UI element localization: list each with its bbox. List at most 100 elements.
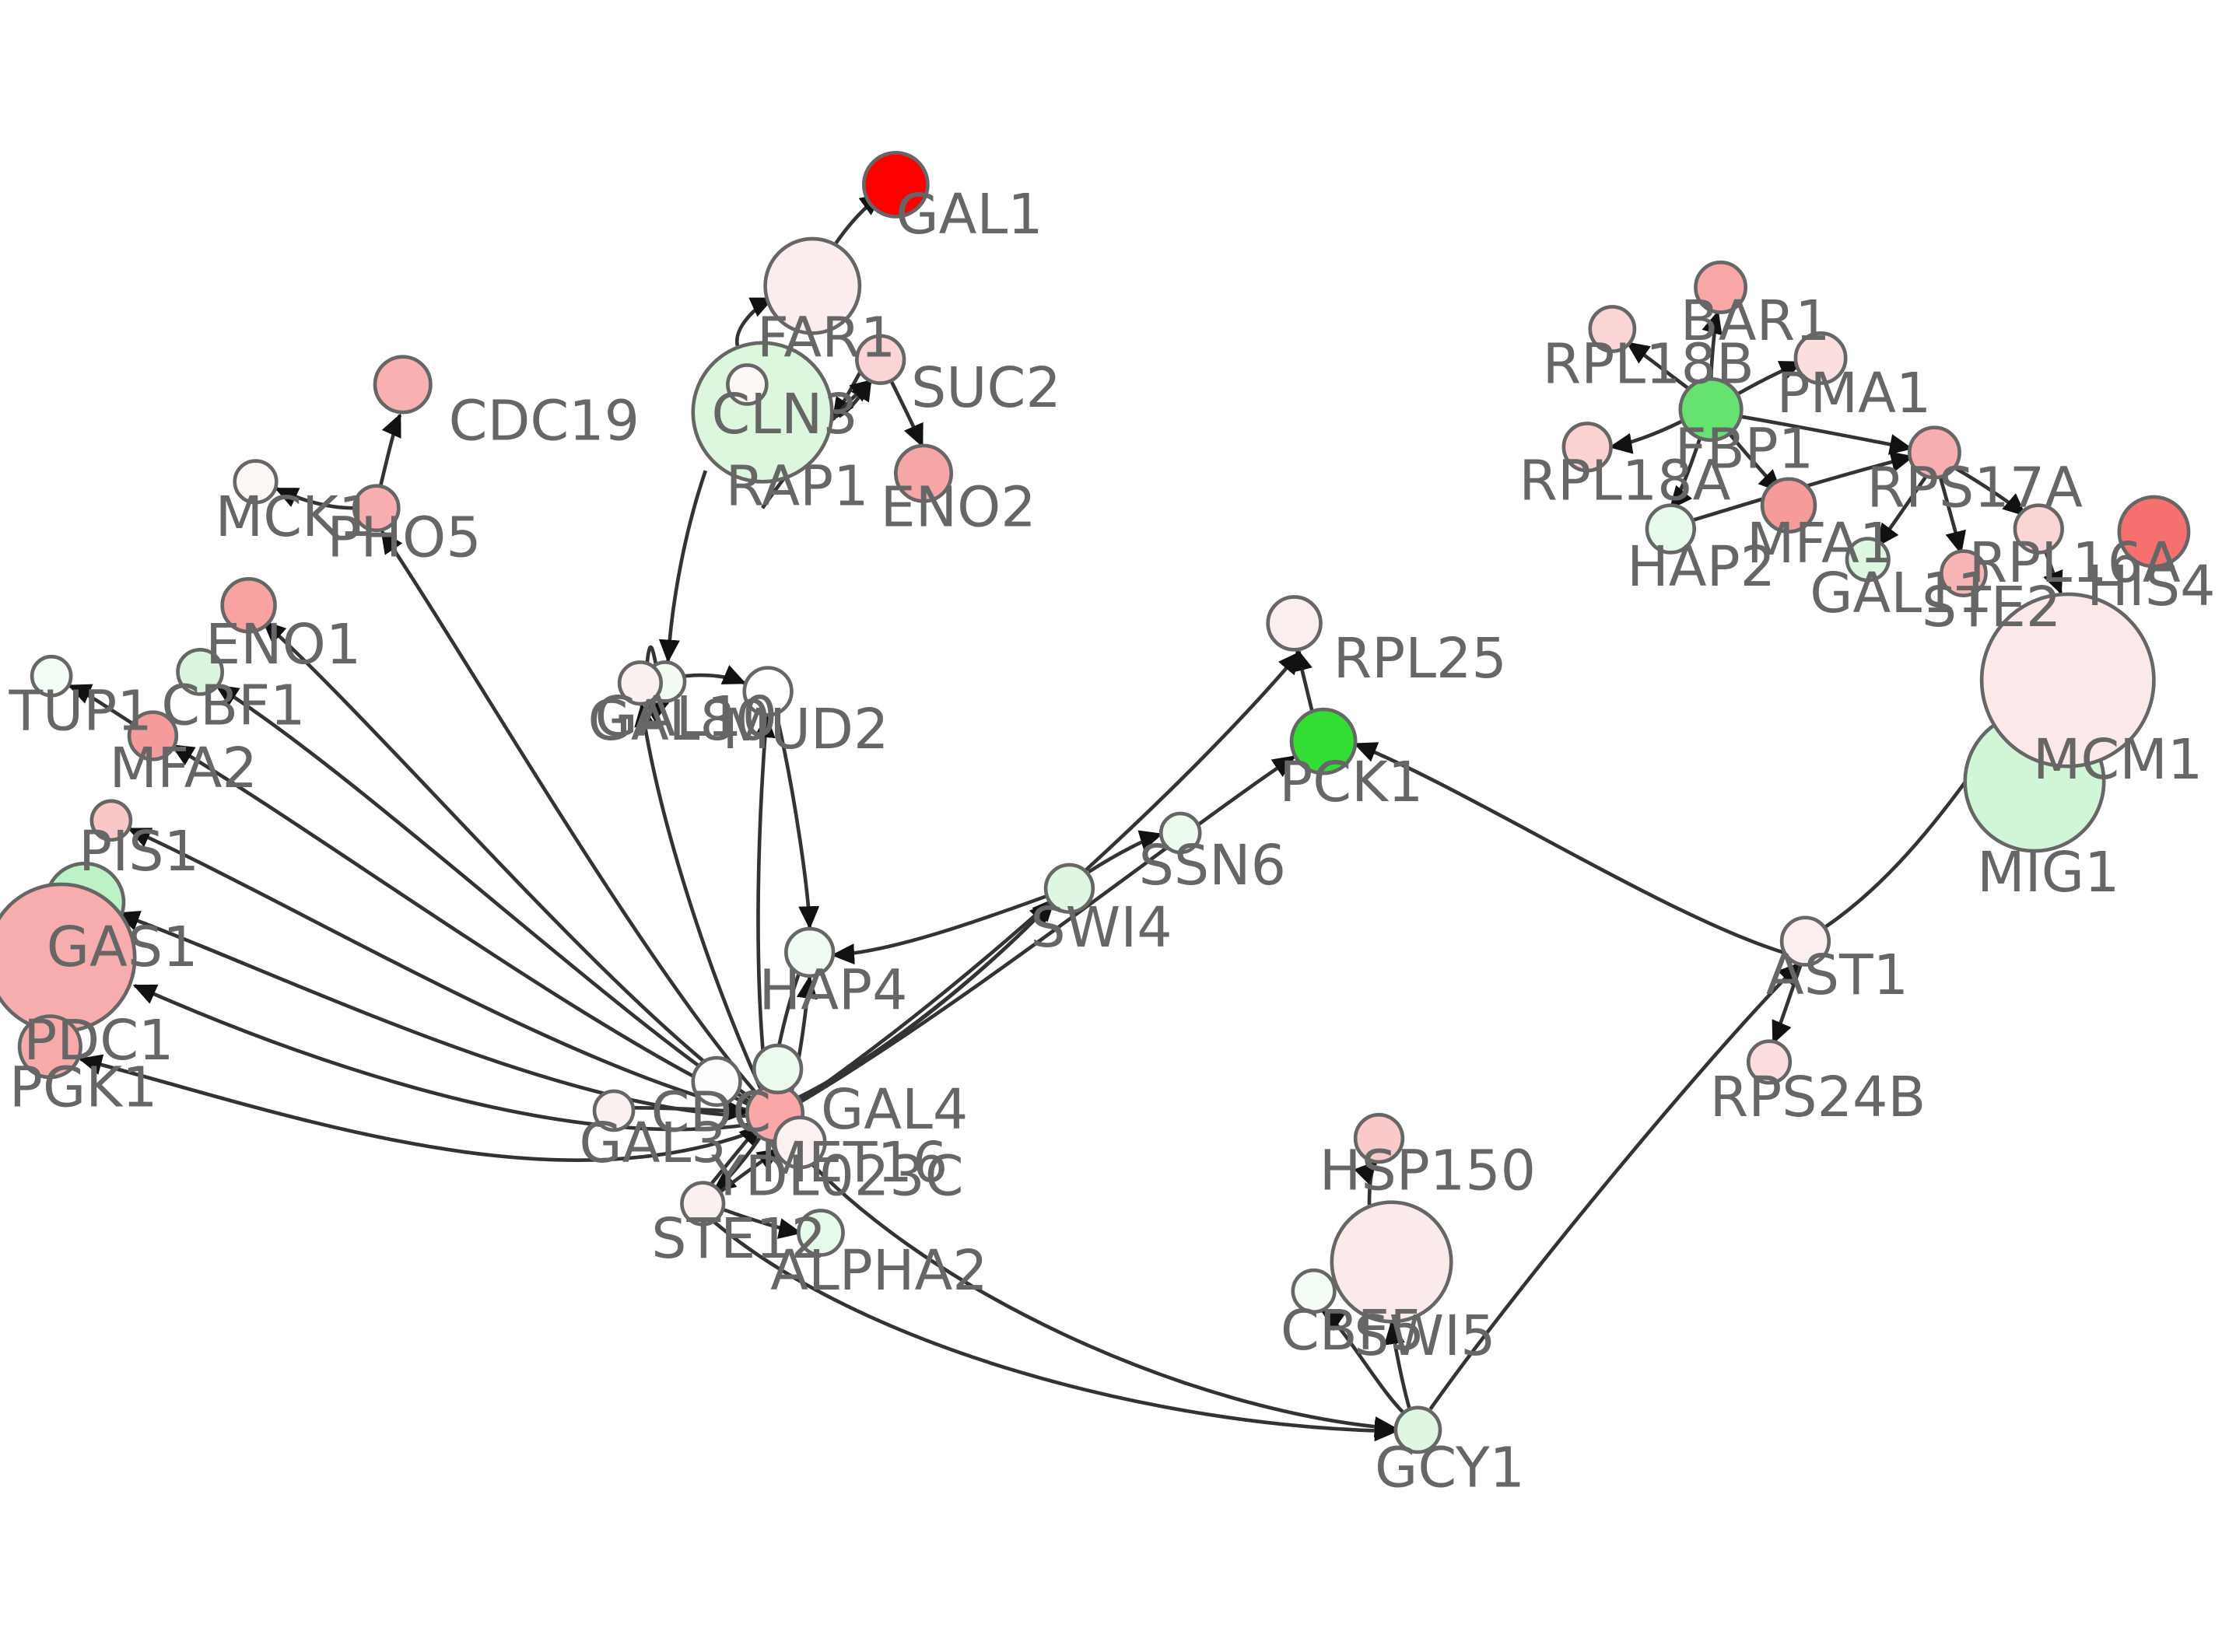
edge-FBP1-to-RPS17A bbox=[1740, 415, 1913, 455]
gene-node-mcm1[interactable] bbox=[1979, 592, 2156, 768]
gene-node-rps17a[interactable] bbox=[1907, 425, 1961, 480]
edge-SUC2-to-ENO2 bbox=[889, 380, 924, 448]
gene-node-ydl023c[interactable] bbox=[773, 1115, 827, 1170]
gene-label-fbp1: FBP1 bbox=[1675, 416, 1814, 481]
gene-node-ssn6[interactable] bbox=[1158, 811, 1202, 855]
edge-FBP1-to-RPL18A bbox=[1608, 418, 1684, 454]
gene-label-pgk1: PGK1 bbox=[9, 1055, 158, 1119]
gene-label-gal80: GAL80 bbox=[588, 688, 771, 753]
edge-GAL4-to-PDC1 bbox=[132, 984, 751, 1132]
gene-label-gal3: GAL3 bbox=[579, 1111, 726, 1175]
gene-node-bar1[interactable] bbox=[1694, 261, 1748, 314]
gene-node-rap1[interactable] bbox=[726, 363, 769, 406]
gene-node-swi4[interactable] bbox=[1043, 863, 1095, 914]
gene-label-rpl25: RPL25 bbox=[1334, 626, 1507, 691]
edge-RPL16A-to-MCM1 bbox=[2043, 550, 2063, 595]
gene-node-ste12[interactable] bbox=[680, 1181, 726, 1227]
gene-node-swi5[interactable] bbox=[1330, 1200, 1453, 1324]
edge-SWI4-to-HAP4 bbox=[831, 894, 1050, 965]
gene-label-pck1: PCK1 bbox=[1279, 750, 1423, 814]
gene-node-pis1[interactable] bbox=[89, 799, 133, 842]
gene-label-his4: HIS4 bbox=[2087, 554, 2215, 618]
gene-node-pgk1[interactable] bbox=[17, 1014, 82, 1080]
gene-node-met16[interactable] bbox=[752, 1043, 804, 1095]
gene-node-rpl25[interactable] bbox=[1266, 595, 1323, 652]
gene-node-rpl18b[interactable] bbox=[1588, 305, 1637, 353]
gene-label-ssn6: SSN6 bbox=[1139, 833, 1286, 898]
gene-label-cdc19: CDC19 bbox=[449, 389, 640, 453]
gene-node-pma1[interactable] bbox=[1793, 331, 1848, 385]
gene-node-mfa2[interactable] bbox=[127, 710, 179, 761]
gene-label-mud2: MUD2 bbox=[722, 697, 888, 761]
gene-label-eno1: ENO1 bbox=[205, 612, 361, 677]
gene-node-cdc39[interactable] bbox=[691, 1055, 742, 1108]
edge-GAL4-to-MUD2 bbox=[754, 714, 776, 1087]
gene-node-pck1[interactable] bbox=[1289, 707, 1358, 775]
gene-node-cbf5[interactable] bbox=[1291, 1268, 1337, 1314]
gene-label-pdc1: PDC1 bbox=[23, 1008, 173, 1073]
gene-node-gal11[interactable] bbox=[1845, 537, 1891, 583]
gene-label-far1: FAR1 bbox=[757, 306, 895, 370]
gene-node-suc2[interactable] bbox=[855, 334, 906, 385]
edge-GAL3-to-GAL4 bbox=[633, 1100, 750, 1122]
gene-node-cbf1[interactable] bbox=[176, 648, 225, 696]
gene-node-eno2[interactable] bbox=[894, 443, 954, 503]
gene-node-rps24b[interactable] bbox=[1746, 1039, 1793, 1085]
edge-GAL4-to-PCK1 bbox=[798, 754, 1296, 1104]
gene-label-ydl023c: YDL023C bbox=[710, 1144, 963, 1209]
gene-node-tup1[interactable] bbox=[30, 654, 73, 698]
gene-label-rpl16a: RPL16A bbox=[1969, 530, 2181, 595]
edge-PHO5-to-CDC19 bbox=[378, 413, 402, 487]
gene-node-mud2[interactable] bbox=[742, 666, 794, 717]
gene-node-mck1[interactable] bbox=[233, 459, 279, 505]
gene-node-alpha2[interactable] bbox=[797, 1209, 845, 1257]
gene-label-swi4: SWI4 bbox=[1030, 895, 1172, 960]
gene-node-far1[interactable] bbox=[763, 236, 862, 335]
gene-label-gal1: GAL1 bbox=[895, 182, 1043, 247]
edge-CLN3-to-GAL10 bbox=[658, 470, 708, 663]
edge-GAL4-to-PGK1 bbox=[79, 1054, 751, 1162]
gene-label-suc2: SUC2 bbox=[911, 355, 1061, 420]
edge-GAL4-to-MFA2 bbox=[170, 744, 751, 1107]
gene-label-ste2: STE2 bbox=[1922, 575, 2061, 639]
edge-STE12-to-ALPHA2 bbox=[721, 1207, 802, 1239]
gene-node-cdc19[interactable] bbox=[373, 355, 433, 415]
gene-label-pma1: PMA1 bbox=[1776, 361, 1931, 425]
gene-node-gal80[interactable] bbox=[617, 660, 664, 706]
gene-label-mfa1: MFA1 bbox=[1747, 511, 1894, 576]
edge-GAL4-to-PIS1 bbox=[127, 827, 751, 1113]
gene-node-hap2[interactable] bbox=[1645, 503, 1696, 555]
gene-node-rpl18a[interactable] bbox=[1561, 422, 1613, 473]
edge-RPS17A-to-STE2 bbox=[1938, 475, 1966, 555]
edge-SWI4-to-SSN6 bbox=[1088, 830, 1163, 873]
gene-node-eno1[interactable] bbox=[220, 576, 277, 634]
gene-node-gal1[interactable] bbox=[861, 151, 930, 219]
gene-node-pho5[interactable] bbox=[352, 484, 401, 533]
gene-label-rps24b: RPS24B bbox=[1710, 1065, 1926, 1129]
gene-node-gal3[interactable] bbox=[592, 1089, 636, 1132]
gene-node-hsp150[interactable] bbox=[1353, 1112, 1405, 1164]
edge-PCK1-to-RPL25 bbox=[1291, 647, 1315, 713]
gene-node-his4[interactable] bbox=[2117, 495, 2191, 569]
gene-node-rpl16a[interactable] bbox=[2013, 503, 2064, 555]
gene-label-alpha2: ALPHA2 bbox=[770, 1238, 988, 1303]
gene-label-rpl18a: RPL18A bbox=[1519, 448, 1730, 513]
gene-label-cdc39: CDC bbox=[651, 1080, 772, 1145]
edge-PHO5-to-MCK1 bbox=[274, 487, 355, 510]
gene-label-pho5: PHO5 bbox=[327, 506, 481, 570]
edge-GAL4-to-GAL80 bbox=[634, 703, 763, 1091]
gene-node-hap4[interactable] bbox=[784, 926, 836, 978]
gene-node-mfa1[interactable] bbox=[1760, 477, 1817, 534]
gene-node-fbp1[interactable] bbox=[1678, 376, 1744, 443]
gene-label-hap2: HAP2 bbox=[1627, 534, 1775, 599]
gene-node-gcy1[interactable] bbox=[1393, 1405, 1442, 1454]
edge-AST1-to-PCK1 bbox=[1353, 742, 1784, 954]
node-layer[interactable] bbox=[0, 151, 2191, 1454]
edge-GAL4-to-PHO5 bbox=[380, 530, 759, 1096]
gene-node-ast1[interactable] bbox=[1779, 915, 1831, 967]
gene-label-rpl18b: RPL18B bbox=[1543, 332, 1754, 397]
gene-node-ste2[interactable] bbox=[1940, 549, 1988, 598]
